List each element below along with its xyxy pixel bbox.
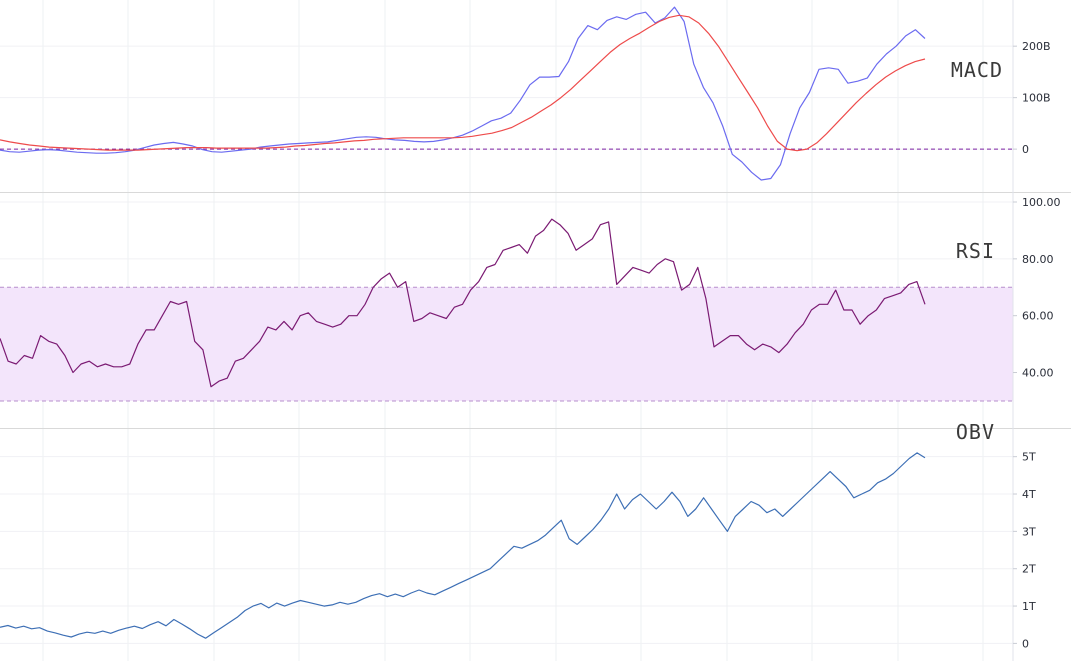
- y-tick-label: 4T: [1022, 488, 1036, 501]
- y-tick-label: 100.00: [1022, 196, 1061, 209]
- y-tick-label: 1T: [1022, 600, 1036, 613]
- rsi-panel-title: RSI: [956, 239, 995, 263]
- macd-panel-title: MACD: [951, 58, 1003, 82]
- obv-line: [0, 452, 926, 639]
- rsi-line: [0, 218, 926, 388]
- y-tick-label: 40.00: [1022, 367, 1054, 380]
- y-tick-label: 60.00: [1022, 310, 1054, 323]
- obv-panel-title: OBV: [956, 420, 995, 444]
- y-tick-label: 80.00: [1022, 253, 1054, 266]
- price-axis[interactable]: 200B 100B 0 100.00 80.00 60.00 40.00 5T 4T 3T 2T 1T…: [1012, 0, 1061, 661]
- signal-line: [0, 14, 926, 152]
- rsi-band: [0, 287, 1013, 401]
- y-tick-label: 0: [1022, 143, 1029, 156]
- y-tick-label: 100B: [1022, 92, 1051, 105]
- y-tick-label: 3T: [1022, 525, 1036, 538]
- y-tick-label: 5T: [1022, 451, 1036, 464]
- y-tick-label: 0: [1022, 637, 1029, 650]
- series-layer: [0, 6, 1013, 639]
- macd-line: [0, 6, 926, 181]
- y-tick-label: 2T: [1022, 563, 1036, 576]
- rsi-band-layer: [0, 286, 1013, 402]
- y-tick-label: 200B: [1022, 40, 1051, 53]
- panel-titles: MACD RSI OBV: [951, 58, 1003, 444]
